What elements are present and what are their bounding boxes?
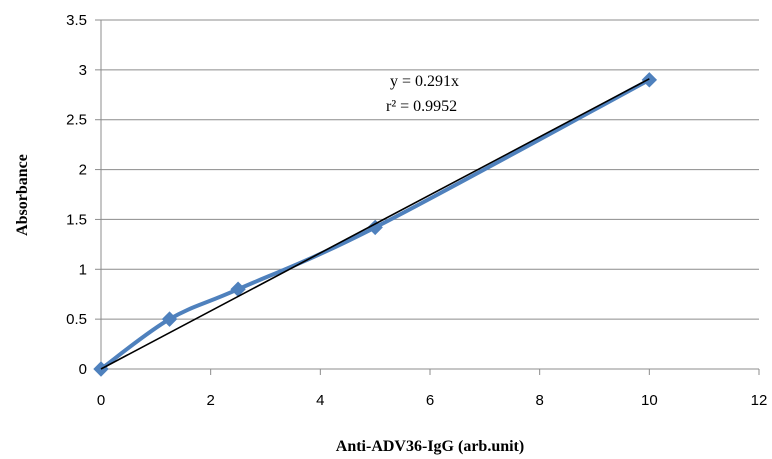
x-tick-label: 0 xyxy=(97,392,105,409)
y-tick-label: 3 xyxy=(79,62,87,79)
trendline-r-squared: r² = 0.9952 xyxy=(386,98,457,115)
y-tick-label: 1.5 xyxy=(66,211,87,228)
y-axis-title: Absorbance xyxy=(14,154,31,236)
trendline xyxy=(100,78,650,370)
y-tick-label: 2.5 xyxy=(66,112,87,129)
y-tick-label: 1 xyxy=(79,261,87,278)
y-tick-label: 3.5 xyxy=(66,12,87,29)
data-point xyxy=(367,219,383,236)
trendline-line xyxy=(100,78,650,370)
axes xyxy=(95,19,760,375)
y-tick-label: 2 xyxy=(79,162,87,179)
series xyxy=(93,72,658,377)
x-tick-label: 2 xyxy=(206,392,214,409)
x-axis-title: Anti-ADV36-IgG (arb.unit) xyxy=(336,438,524,455)
x-tick-label: 6 xyxy=(426,392,434,409)
y-tick-labels: 0 0.5 1 1.5 2 2.5 3 3.5 xyxy=(66,12,87,378)
data-point xyxy=(161,311,178,327)
x-tick-label: 4 xyxy=(316,392,324,409)
gridlines xyxy=(101,19,759,320)
x-tick-labels: 0 2 4 6 8 10 12 xyxy=(97,392,768,409)
x-tick-label: 10 xyxy=(641,392,658,409)
x-tick-label: 8 xyxy=(535,392,543,409)
trendline-equation: y = 0.291x xyxy=(390,73,459,90)
data-point xyxy=(641,72,658,88)
y-tick-label: 0 xyxy=(79,361,87,378)
y-tick-label: 0.5 xyxy=(66,311,87,328)
series-line xyxy=(99,77,652,371)
x-tick-label: 12 xyxy=(751,392,768,409)
